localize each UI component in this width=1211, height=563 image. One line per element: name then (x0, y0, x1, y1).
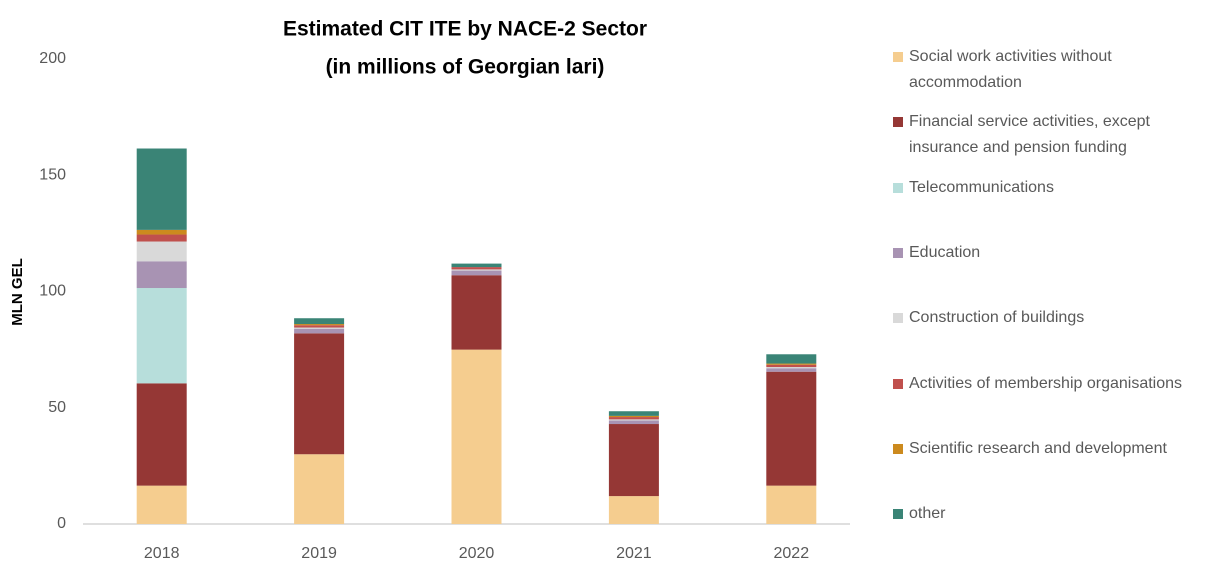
bar-segment (451, 267, 502, 270)
legend-swatch (893, 247, 903, 258)
bar-segment (136, 241, 187, 262)
bar-segment (608, 417, 659, 420)
y-axis-label: MLN GEL (9, 258, 26, 326)
bar-segment (451, 349, 502, 524)
legend-item: Scientific research and development (893, 436, 1208, 462)
y-tick-label: 0 (57, 515, 66, 532)
legend-label: Construction of buildings (909, 309, 1085, 327)
legend-item: other (893, 501, 1208, 527)
bar-segment (766, 364, 817, 368)
legend-label: Activities of membership organisations (909, 374, 1183, 392)
legend-item: Construction of buildings (893, 305, 1208, 331)
legend-label: Scientific research and development (909, 439, 1167, 457)
x-tick-label: 2018 (144, 545, 180, 562)
legend-item: Social work activities without accommoda… (893, 44, 1208, 96)
bar-segment (608, 415, 659, 418)
bar-segment (294, 328, 345, 334)
bar-segment (136, 383, 187, 486)
legend-item: Telecommunications (893, 175, 1208, 201)
bar-segment (608, 424, 659, 497)
legend-item: Activities of membership organisations (893, 371, 1208, 397)
bar-segment (136, 234, 187, 242)
bar-segment (294, 325, 345, 328)
bar-segment (766, 485, 817, 524)
x-tick-label: 2019 (301, 545, 337, 562)
bar-segment (136, 288, 187, 384)
legend-item: Education (893, 240, 1208, 266)
bar-segment (766, 354, 817, 364)
bar-segment (294, 454, 345, 524)
bar-segment (766, 368, 817, 372)
legend-label: Social work activities without accommoda… (909, 48, 1112, 91)
legend-swatch (893, 52, 903, 62)
x-tick-label: 2022 (774, 545, 810, 562)
bar-segment (136, 485, 187, 524)
bar-segment (766, 363, 817, 365)
y-tick-label: 150 (39, 166, 66, 183)
legend-swatch (893, 378, 903, 389)
y-tick-label: 50 (48, 399, 66, 416)
legend-swatch (893, 509, 903, 520)
legend-label: Financial service activities, except ins… (909, 113, 1150, 157)
chart: Estimated CIT ITE by NACE-2 Sector (in m… (9, 18, 850, 562)
bar-segment (608, 420, 659, 425)
bar-segment (136, 229, 187, 235)
legend-swatch (893, 117, 903, 128)
bar-segment (294, 318, 345, 325)
legend-swatch (893, 443, 903, 454)
x-tick-label: 2021 (616, 545, 652, 562)
bar-segment (451, 270, 502, 276)
chart-subtitle: (in millions of Georgian lari) (326, 56, 605, 79)
bar-segment (451, 275, 502, 350)
bar-segment (608, 419, 659, 421)
bar-segment (766, 371, 817, 486)
legend-label: Telecommunications (909, 178, 1054, 196)
bar-segment (766, 367, 817, 369)
bar-segment (294, 324, 345, 326)
legend-label: other (909, 505, 946, 523)
bar-segment (451, 263, 502, 268)
legend-swatch (893, 182, 903, 193)
bar-segment (608, 496, 659, 524)
bar-segment (451, 269, 502, 271)
y-tick-label: 200 (39, 50, 66, 67)
bar-segment (136, 261, 187, 289)
bar-segment (294, 327, 345, 329)
legend-label: Education (909, 243, 981, 261)
bar-segment (136, 148, 187, 230)
legend-swatch (893, 313, 903, 324)
legend-item: Financial service activities, except ins… (893, 109, 1208, 161)
bar-segment (608, 411, 659, 416)
x-tick-label: 2020 (459, 545, 495, 562)
y-tick-label: 100 (39, 283, 66, 300)
bar-segment (294, 333, 345, 455)
chart-title: Estimated CIT ITE by NACE-2 Sector (283, 18, 647, 41)
